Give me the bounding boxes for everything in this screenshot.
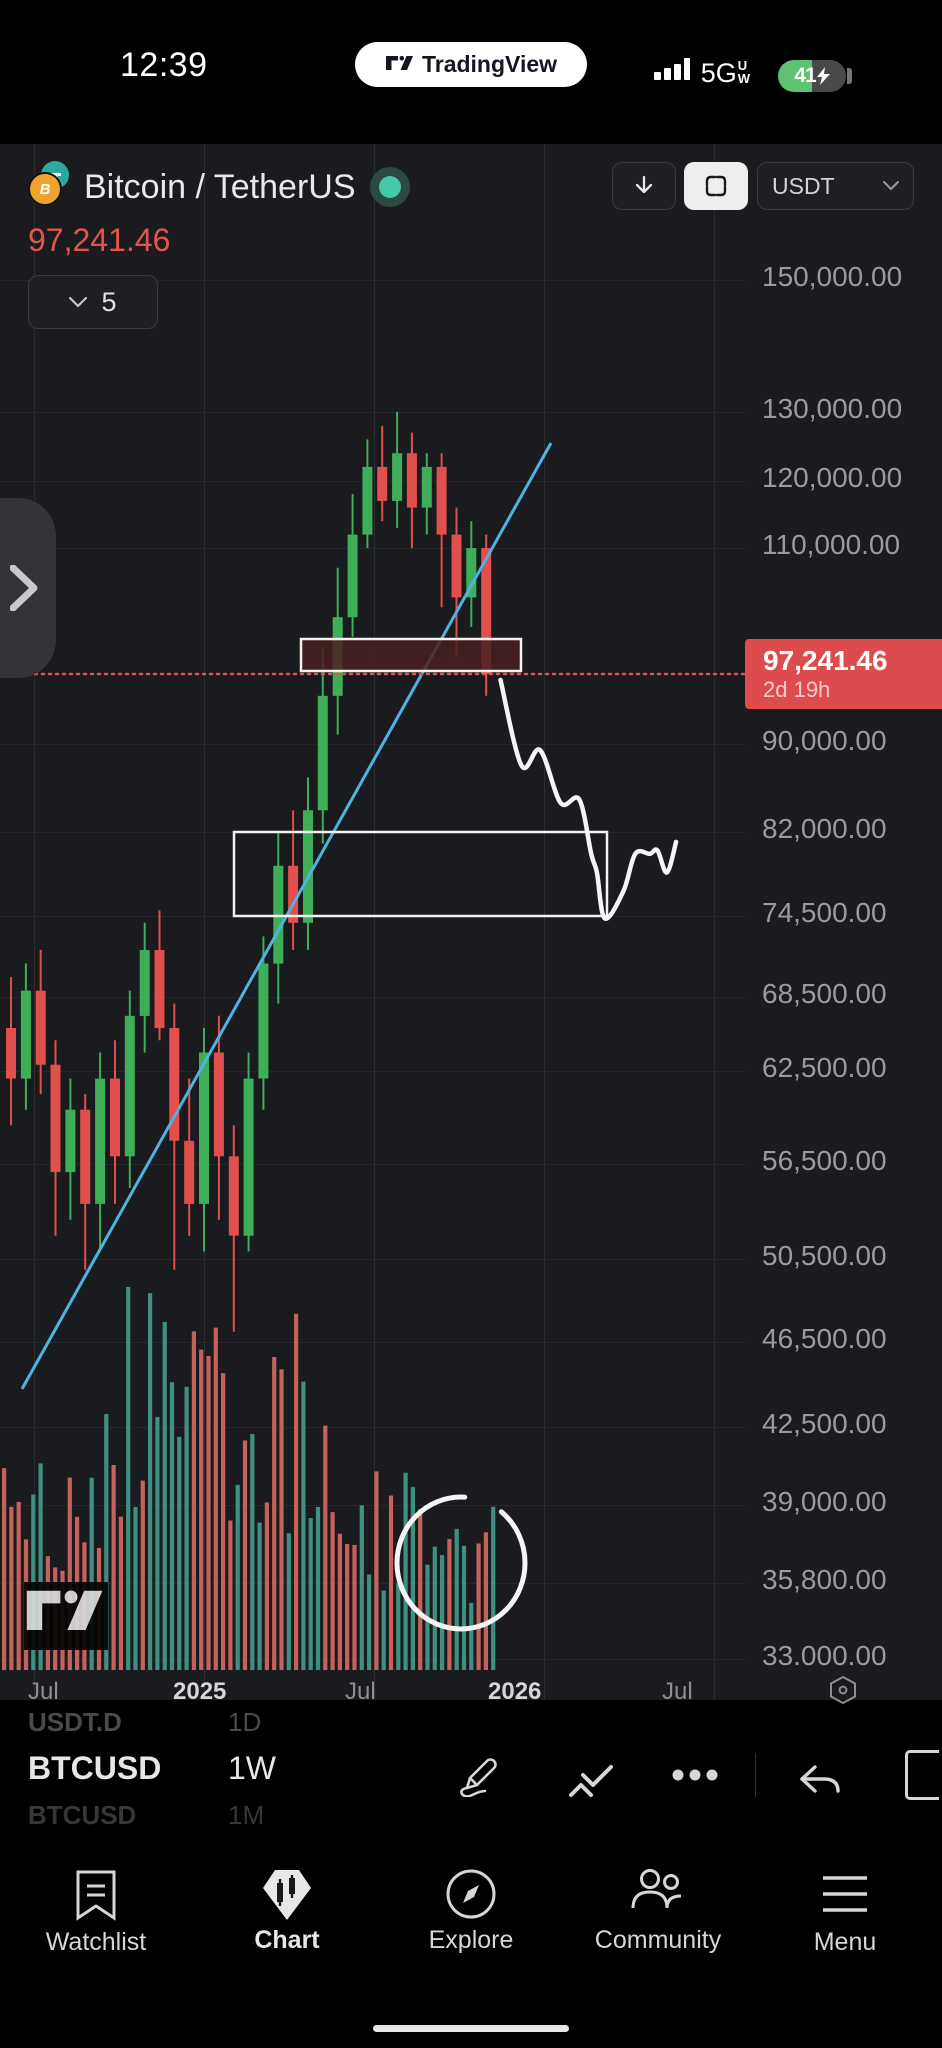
svg-text:B: B	[40, 181, 51, 198]
